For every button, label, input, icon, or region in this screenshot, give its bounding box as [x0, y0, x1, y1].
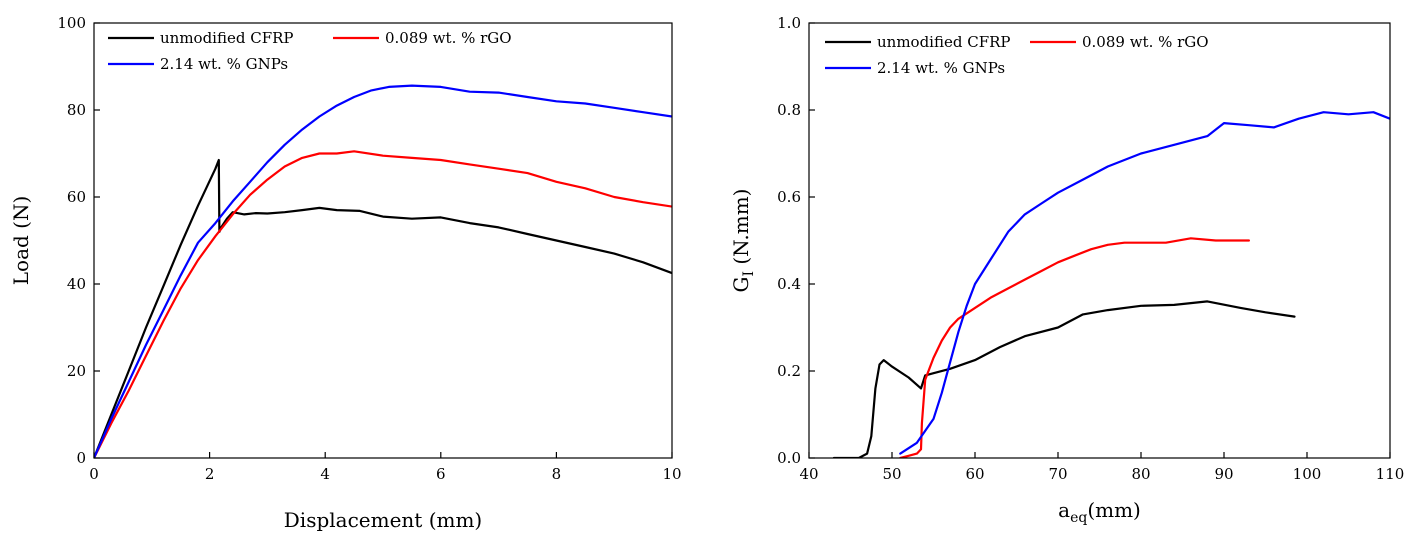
y-tick-label: 0.2	[777, 362, 801, 380]
legend-label: unmodified CFRP	[877, 33, 1011, 51]
y-tick-label: 0.4	[777, 275, 801, 293]
y-tick-label: 0.0	[777, 449, 801, 467]
legend-label: 0.089 wt. % rGO	[385, 29, 512, 47]
plot-frame	[808, 22, 1391, 459]
y-tick-label: 0	[76, 449, 86, 467]
legend-label: 0.089 wt. % rGO	[1082, 33, 1209, 51]
x-tick-label: 2	[205, 465, 215, 483]
x-tick-label: 6	[436, 465, 446, 483]
series-line-0	[94, 158, 672, 458]
x-tick-label: 8	[552, 465, 562, 483]
plot-frame	[93, 22, 673, 459]
x-tick-label: 70	[1048, 465, 1067, 483]
series-line-2	[899, 111, 1390, 455]
series-line-1	[899, 237, 1250, 458]
series-line-1	[94, 150, 672, 458]
y-tick-label: 80	[67, 101, 86, 119]
chart-right-gi-crack-length: 40 50 60 70 80 90 100 1100.00.20.40.60.81.0aeq(…	[729, 14, 1404, 526]
x-axis-title-unit: (mm)	[1087, 498, 1141, 522]
legend: unmodified CFRP 0.089 wt. % rGO 2.14 wt. %…	[825, 33, 1209, 77]
legend-label: unmodified CFRP	[160, 29, 294, 47]
x-tick-label: 4	[320, 465, 330, 483]
x-axis-title: aeq(mm)	[1058, 498, 1141, 526]
x-tick-label: 80	[1131, 465, 1150, 483]
x-axis-title-sub: eq	[1070, 510, 1087, 526]
x-tick-label: 60	[965, 465, 984, 483]
y-tick-label: 1.0	[777, 14, 801, 32]
x-axis-title: Displacement (mm)	[284, 508, 482, 532]
y-axis-title-sub: I	[741, 271, 757, 277]
y-axis-title: GI (N.mm)	[729, 189, 757, 293]
x-tick-label: 100	[1293, 465, 1322, 483]
x-tick-label: 0	[89, 465, 99, 483]
y-tick-label: 60	[67, 188, 86, 206]
y-tick-label: 0.8	[777, 101, 801, 119]
legend-label: 2.14 wt. % GNPs	[160, 55, 288, 73]
series-line-2	[94, 84, 672, 458]
y-axis-title: Load (N)	[9, 196, 33, 286]
x-tick-label: 90	[1214, 465, 1233, 483]
y-axis-title-main: G	[729, 277, 753, 293]
y-axis-title-unit: (N.mm)	[729, 189, 753, 271]
x-tick-label: 110	[1376, 465, 1405, 483]
y-tick-label: 20	[67, 362, 86, 380]
legend: unmodified CFRP 0.089 wt. % rGO 2.14 wt. %…	[108, 29, 512, 73]
x-tick-label: 40	[799, 465, 818, 483]
y-tick-label: 40	[67, 275, 86, 293]
x-axis-title-main: a	[1058, 498, 1070, 522]
series-line-0	[832, 300, 1296, 458]
x-tick-label: 50	[882, 465, 901, 483]
legend-label: 2.14 wt. % GNPs	[877, 59, 1005, 77]
y-tick-label: 100	[57, 14, 86, 32]
y-tick-label: 0.6	[777, 188, 801, 206]
x-tick-label: 10	[662, 465, 681, 483]
